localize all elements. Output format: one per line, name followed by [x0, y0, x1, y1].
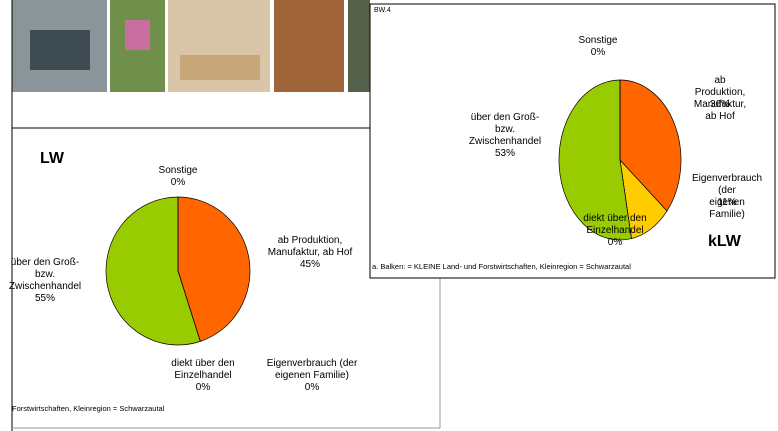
pie-slice [558, 79, 632, 241]
slice-label: Sonstige [578, 35, 618, 46]
chart-subtitle: BW.4 [374, 7, 391, 14]
slice-label: über den Groß- bzw. Zwischenhandel [8, 257, 82, 292]
slice-value: 0% [304, 382, 320, 393]
slice-label: Eigenverbrauch (der eigenen Familie) [266, 358, 358, 381]
slice-label: ab Produktion, Manufaktur, ab Hof [267, 235, 353, 258]
slice-value: 0% [590, 47, 606, 58]
chart-footer: a. Balken: = KLEINE Land- und Forstwirts… [372, 262, 631, 271]
slice-value: 0% [170, 177, 186, 188]
pie-slice [105, 196, 201, 346]
slice-label: diekt über den Einzelhandel [583, 213, 647, 236]
slice-label: Sonstige [158, 165, 198, 176]
slice-label: Eigenverbrauch (der eigenen Familie) [691, 173, 763, 220]
chart-title: kLW [708, 233, 741, 250]
slice-value: 0% [195, 382, 211, 393]
chart-footer: Forstwirtschaften, Kleinregion = Schwarz… [12, 404, 165, 413]
chart-title: LW [40, 150, 64, 167]
slice-value: 11% [717, 197, 737, 208]
slice-label: ab Produktion, Manufaktur, ab Hof [693, 75, 747, 122]
slice-value: 45% [299, 259, 321, 270]
slice-value: 36% [709, 99, 731, 110]
pie-slice [177, 196, 251, 342]
pie-slice [619, 79, 682, 212]
slice-label: über den Groß- bzw. Zwischenhandel [468, 112, 542, 147]
photo-strip [12, 0, 370, 92]
slice-value: 53% [494, 148, 516, 159]
slice-value: 0% [607, 237, 623, 248]
slice-value: 55% [34, 293, 56, 304]
slice-label: diekt über den Einzelhandel [171, 358, 235, 381]
